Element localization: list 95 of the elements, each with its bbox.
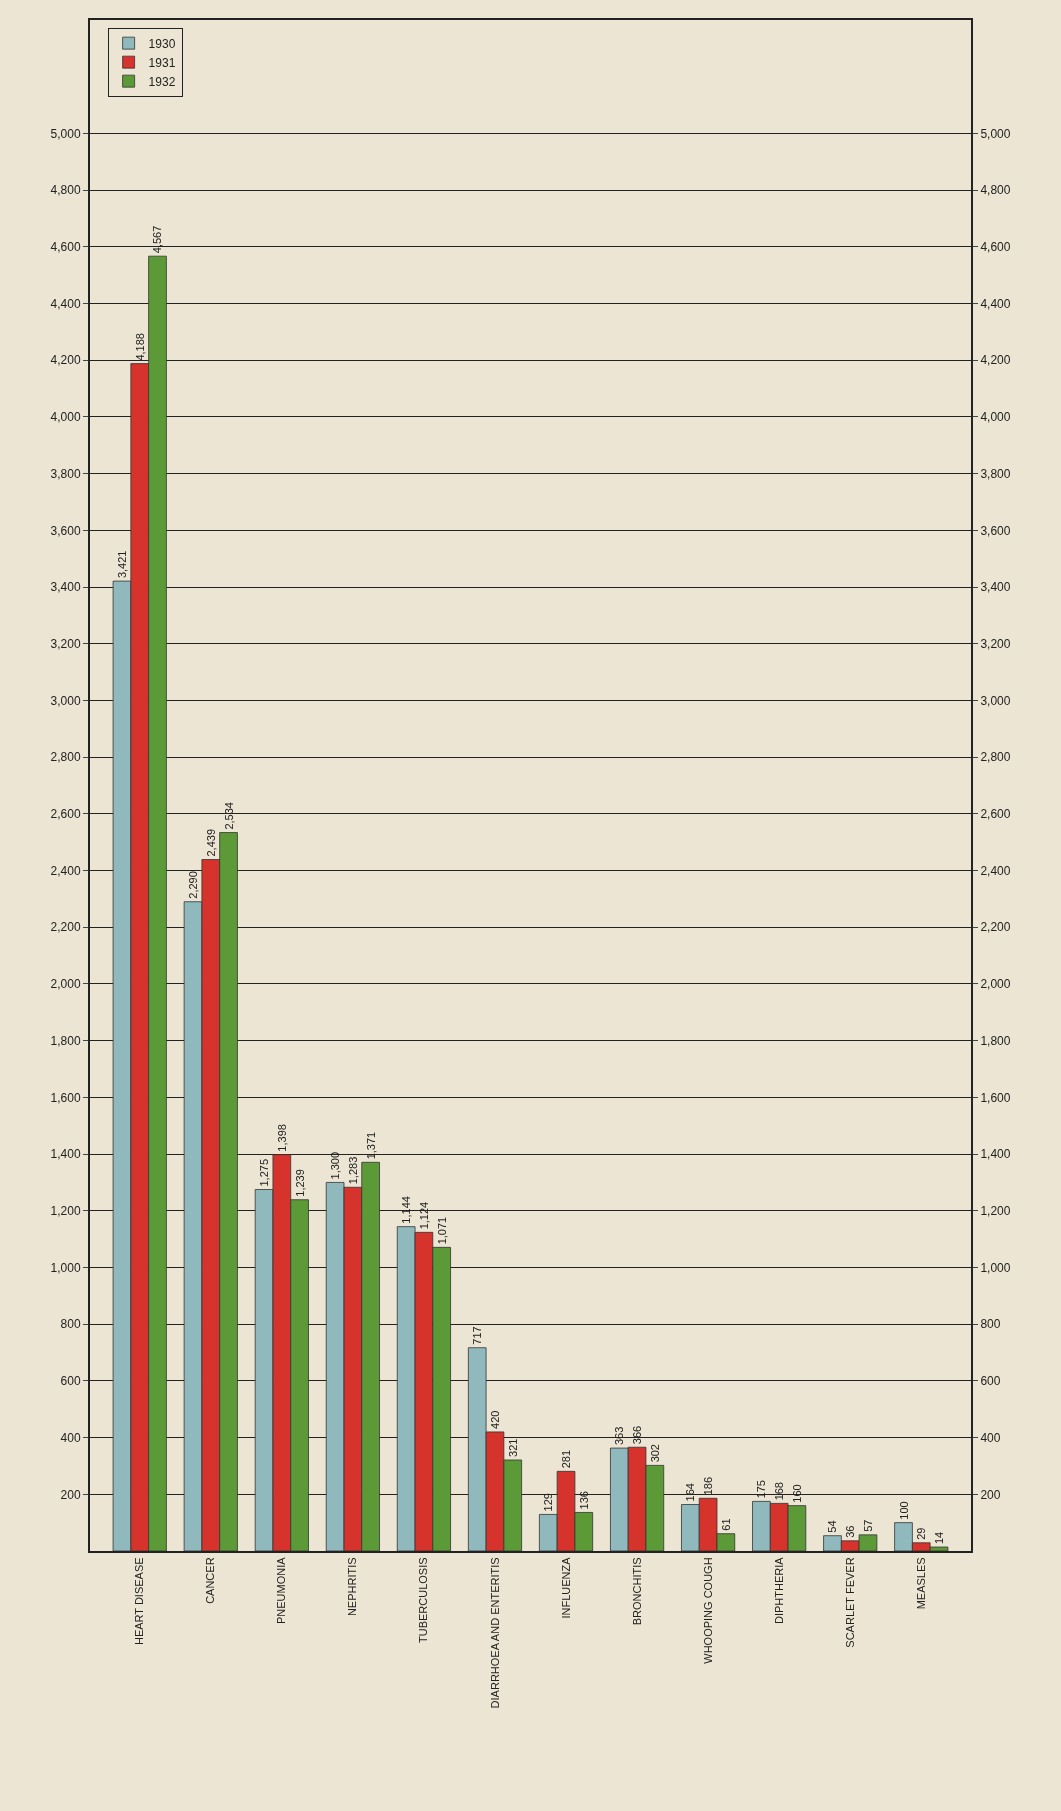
data-label: 1,275 — [258, 1158, 271, 1187]
y-tick-label: 4,800 — [50, 183, 81, 198]
data-label: 4,567 — [151, 225, 164, 254]
y-tick-label: 400 — [60, 1430, 81, 1445]
y-tick-label: 1,800 — [50, 1033, 81, 1048]
data-label: 1,398 — [275, 1124, 288, 1152]
y2-tick-label: 1,400 — [980, 1147, 1011, 1162]
y-tick-label: 3,800 — [50, 466, 81, 481]
data-label: 14 — [933, 1531, 946, 1545]
data-label: 3,421 — [115, 550, 128, 579]
y2-tick-label: 1,800 — [980, 1033, 1011, 1048]
y2-tick-label: 3,000 — [980, 693, 1011, 708]
x-tick-label: CANCER — [204, 1557, 217, 1604]
y2-tick-label: 1,000 — [980, 1260, 1011, 1275]
y2-tick-label: 4,800 — [980, 183, 1011, 198]
data-label: 1,283 — [346, 1156, 359, 1185]
x-tick-label: TUBERCULOSIS — [417, 1557, 430, 1643]
data-label: 168 — [773, 1482, 786, 1501]
data-label: 36 — [844, 1525, 857, 1538]
data-label: 54 — [826, 1520, 839, 1533]
x-tick-label: BRONCHITIS — [630, 1557, 643, 1626]
y2-tick-label: 1,200 — [980, 1203, 1011, 1218]
data-label: 1,239 — [293, 1169, 306, 1197]
legend-label: 1932 — [148, 74, 176, 89]
y2-tick-label: 3,200 — [980, 636, 1011, 651]
y-tick-label: 1,400 — [50, 1147, 81, 1162]
data-label: 57 — [861, 1519, 874, 1532]
data-label: 321 — [506, 1438, 519, 1457]
y-tick-label: 1,000 — [50, 1260, 81, 1275]
y2-tick-label: 2,800 — [980, 750, 1011, 765]
y-tick-label: 3,400 — [50, 580, 81, 595]
data-label: 2,534 — [222, 802, 235, 830]
y-tick-label: 3,200 — [50, 636, 81, 651]
y-tick-label: 800 — [60, 1317, 81, 1332]
y2-tick-label: 5,000 — [980, 126, 1011, 141]
data-label: 2,290 — [187, 871, 200, 899]
y-tick-label: 2,800 — [50, 750, 81, 765]
x-tick-label: INFLUENZA — [559, 1556, 572, 1619]
y-tick-label: 2,000 — [50, 977, 81, 992]
y2-tick-label: 600 — [980, 1374, 1001, 1389]
y-tick-label: 4,000 — [50, 410, 81, 425]
y-tick-label: 3,000 — [50, 693, 81, 708]
y-tick-label: 5,000 — [50, 126, 81, 141]
x-tick-label: HEART DISEASE — [133, 1557, 146, 1646]
data-label: 420 — [488, 1410, 501, 1429]
y-tick-label: 200 — [60, 1487, 81, 1502]
y2-tick-label: 3,600 — [980, 523, 1011, 538]
y-tick-label: 1,200 — [50, 1203, 81, 1218]
data-label: 302 — [648, 1444, 661, 1463]
y-tick-label: 4,600 — [50, 240, 81, 255]
y2-tick-label: 2,400 — [980, 863, 1011, 878]
data-label: 1,371 — [364, 1131, 377, 1160]
data-label: 186 — [702, 1476, 715, 1496]
legend-label: 1930 — [148, 36, 176, 51]
y2-tick-label: 4,600 — [980, 240, 1011, 255]
x-tick-label: WHOOPING COUGH — [701, 1557, 714, 1664]
y2-tick-label: 400 — [980, 1430, 1001, 1445]
y-tick-label: 2,600 — [50, 807, 81, 822]
data-label: 1,071 — [435, 1216, 448, 1245]
y2-tick-label: 4,200 — [980, 353, 1011, 368]
data-label: 366 — [631, 1425, 644, 1445]
y-tick-label: 2,400 — [50, 863, 81, 878]
x-tick-label: MEASLES — [914, 1557, 927, 1610]
x-tick-label: DIARRHOEA AND ENTERITIS — [488, 1557, 501, 1709]
y2-tick-label: 4,000 — [980, 410, 1011, 425]
data-label: 1,300 — [329, 1151, 342, 1180]
data-label: 4,188 — [133, 333, 146, 361]
x-tick-label: PNEUMONIA — [275, 1556, 288, 1625]
data-label: 281 — [560, 1449, 573, 1469]
data-label: 61 — [719, 1518, 732, 1531]
y2-tick-label: 3,400 — [980, 580, 1011, 595]
y2-tick-label: 800 — [980, 1317, 1001, 1332]
y-tick-label: 600 — [60, 1374, 81, 1389]
y-tick-label: 4,200 — [50, 353, 81, 368]
x-tick-label: SCARLET FEVER — [843, 1557, 856, 1648]
y2-tick-label: 2,600 — [980, 807, 1011, 822]
data-label: 29 — [915, 1527, 928, 1540]
x-tick-label: NEPHRITIS — [346, 1557, 359, 1617]
data-label: 100 — [897, 1501, 910, 1520]
y-tick-label: 3,600 — [50, 523, 81, 538]
y2-tick-label: 2,200 — [980, 920, 1011, 935]
y2-tick-label: 2,000 — [980, 977, 1011, 992]
data-label: 717 — [471, 1326, 484, 1345]
y-tick-label: 1,600 — [50, 1090, 81, 1105]
data-label: 175 — [755, 1480, 768, 1499]
data-label: 2,439 — [204, 828, 217, 857]
y-tick-label: 4,400 — [50, 296, 81, 311]
y2-tick-label: 1,600 — [980, 1090, 1011, 1105]
data-label: 1,144 — [400, 1196, 413, 1224]
y2-tick-label: 4,400 — [980, 296, 1011, 311]
y2-tick-label: 3,800 — [980, 466, 1011, 481]
x-tick-label: DIPHTHERIA — [772, 1556, 785, 1625]
legend-label: 1931 — [148, 55, 176, 70]
y2-tick-label: 200 — [980, 1487, 1001, 1502]
y-tick-label: 2,200 — [50, 920, 81, 935]
